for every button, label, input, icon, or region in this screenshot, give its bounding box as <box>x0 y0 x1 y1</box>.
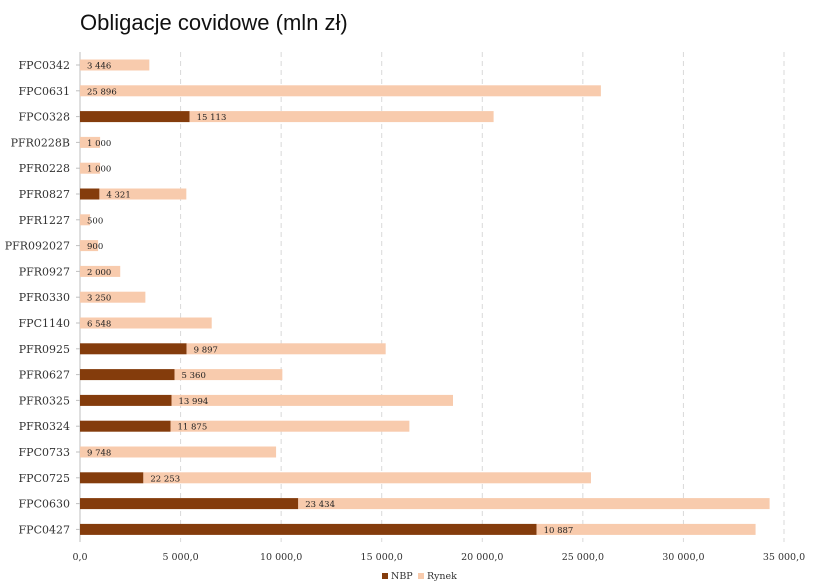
bar-rynek <box>80 136 101 148</box>
bar-rynek <box>536 523 756 535</box>
bar-rynek <box>80 85 601 97</box>
category-label: PFR092027 <box>5 240 70 253</box>
gridlines <box>76 52 785 542</box>
category-label: PFR0827 <box>19 188 70 201</box>
data-label: 6 548 <box>87 320 111 330</box>
bar-rynek <box>80 162 101 174</box>
data-label: 2 000 <box>87 268 111 278</box>
category-label: PFR0330 <box>19 291 70 304</box>
data-label: 25 896 <box>87 87 117 97</box>
data-label: 10 887 <box>544 526 574 536</box>
data-label: 9 748 <box>87 449 111 459</box>
category-label: FPC0342 <box>19 59 70 72</box>
bar-nbp <box>80 369 175 381</box>
category-label: PFR0925 <box>19 343 70 356</box>
bar-rynek <box>80 59 150 71</box>
category-label: PFR0325 <box>19 394 70 407</box>
legend-swatch-rynek <box>418 573 424 579</box>
bar-nbp <box>80 523 537 535</box>
bar-rynek <box>298 498 770 510</box>
category-label: FPC0631 <box>19 85 70 98</box>
bar-nbp <box>80 394 172 406</box>
category-label: FPC1140 <box>19 317 70 330</box>
data-label: 500 <box>87 216 103 226</box>
category-label: PFR0228 <box>19 162 70 175</box>
x-tick-label: 10 000,0 <box>260 552 302 563</box>
category-label: FPC0725 <box>19 472 70 485</box>
data-label: 3 446 <box>87 62 111 72</box>
data-label: 1 000 <box>87 165 111 175</box>
data-label: 13 994 <box>179 397 209 407</box>
legend-label-nbp: NBP <box>391 571 413 582</box>
data-label: 3 250 <box>87 294 111 304</box>
bar-rynek <box>80 214 91 226</box>
category-label: PFR0927 <box>19 265 70 278</box>
bar-nbp <box>80 498 299 510</box>
bar-nbp <box>80 472 144 484</box>
category-label: PFR0627 <box>19 369 70 382</box>
data-label: 22 253 <box>150 474 180 484</box>
data-label: 23 434 <box>305 500 335 510</box>
bar-rynek <box>80 240 99 252</box>
category-label: FPC0733 <box>19 446 70 459</box>
category-label: PFR0324 <box>19 420 70 433</box>
legend-swatch-nbp <box>382 573 388 579</box>
data-label: 9 897 <box>194 345 218 355</box>
x-tick-label: 20 000,0 <box>461 552 503 563</box>
bar-nbp <box>80 111 190 123</box>
data-label: 11 875 <box>178 423 208 433</box>
bar-rynek <box>80 446 277 458</box>
bar-rynek <box>189 111 494 123</box>
bar-rynek <box>170 420 410 432</box>
chart-title: Obligacje covidowe (mln zł) <box>80 10 348 35</box>
bar-rynek <box>80 265 121 277</box>
x-tick-label: 15 000,0 <box>361 552 403 563</box>
x-tick-label: 5 000,0 <box>162 552 198 563</box>
bar-rynek <box>80 317 212 329</box>
x-tick-label: 35 000,0 <box>763 552 805 563</box>
category-label: PFR1227 <box>19 214 70 227</box>
bars <box>80 59 770 535</box>
bar-rynek <box>171 394 453 406</box>
bar-rynek <box>143 472 591 484</box>
bar-nbp <box>80 343 187 355</box>
data-label: 900 <box>87 242 103 252</box>
x-tick-label: 25 000,0 <box>562 552 604 563</box>
bar-rynek <box>186 343 386 355</box>
labels: 0,0 5 000,0 10 000,0 15 000,0 20 000,0 25 000… <box>5 59 805 563</box>
x-tick-label: 0,0 <box>72 552 87 563</box>
data-label: 5 360 <box>182 371 206 381</box>
category-label: FPC0630 <box>19 498 70 511</box>
category-label: PFR0228B <box>11 136 70 149</box>
x-tick-label: 30 000,0 <box>662 552 704 563</box>
bar-rynek <box>80 291 146 303</box>
bar-rynek <box>99 188 187 200</box>
bar-nbp <box>80 420 171 432</box>
bar-nbp <box>80 188 100 200</box>
legend: NBP Rynek <box>382 571 457 582</box>
data-label: 1 000 <box>87 139 111 149</box>
bar-rynek <box>174 369 283 381</box>
data-label: 15 113 <box>197 113 227 123</box>
category-label: FPC0427 <box>19 523 70 536</box>
category-label: FPC0328 <box>19 111 70 124</box>
legend-label-rynek: Rynek <box>427 571 457 582</box>
data-label: 4 321 <box>106 191 130 201</box>
